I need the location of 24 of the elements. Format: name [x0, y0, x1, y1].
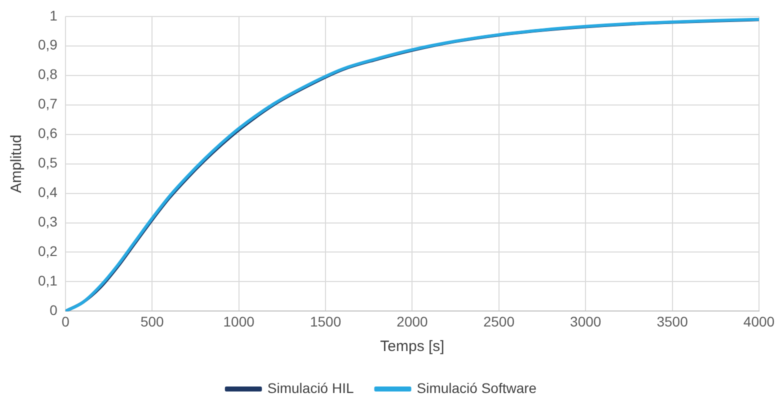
- legend-label: Simulació Software: [416, 380, 537, 396]
- x-axis-title: Temps [s]: [380, 338, 444, 356]
- x-tick-label: 4000: [743, 313, 775, 330]
- y-tick-label: 0,6: [38, 125, 58, 142]
- y-tick-label: 0,7: [38, 96, 58, 112]
- y-tick-label: 0,8: [38, 66, 58, 82]
- x-tick-label: 1000: [223, 313, 255, 330]
- x-tick-label: 0: [62, 313, 70, 330]
- y-tick-label: 0,3: [38, 214, 58, 230]
- legend-label: Simulació HIL: [267, 380, 354, 396]
- y-axis-title: Amplitud: [8, 134, 26, 193]
- y-tick-label: 0,4: [38, 184, 58, 200]
- y-tick-label: 1: [50, 7, 58, 24]
- x-tick-label: 2500: [483, 313, 515, 330]
- y-tick-label: 0: [50, 302, 58, 318]
- y-tick-label: 0,9: [38, 36, 58, 53]
- x-tick-label: 500: [140, 313, 164, 330]
- y-tick-label: 0,2: [38, 243, 58, 260]
- y-tick-label: 0,1: [38, 272, 58, 289]
- x-tick-label: 3500: [656, 313, 688, 330]
- y-tick-label: 0,5: [38, 154, 58, 171]
- x-tick-label: 1500: [310, 313, 342, 330]
- x-tick-label: 3000: [570, 313, 602, 330]
- x-tick-label: 2000: [396, 313, 428, 330]
